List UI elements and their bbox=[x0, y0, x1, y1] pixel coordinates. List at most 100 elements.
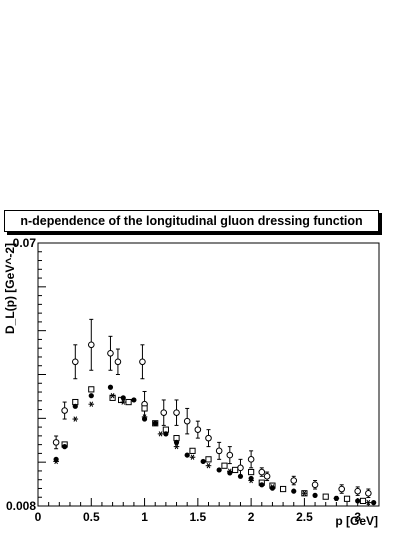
star-stroke bbox=[334, 495, 339, 502]
x-tick-label: 2.5 bbox=[296, 510, 313, 524]
data-point-open-circle bbox=[160, 409, 168, 416]
data-point-filled-circle bbox=[312, 492, 318, 498]
data-point-filled-circle bbox=[131, 397, 137, 403]
star-stroke bbox=[73, 416, 78, 422]
data-point-filled-circle bbox=[237, 473, 244, 479]
star-stroke bbox=[302, 490, 307, 496]
data-point-open-circle bbox=[61, 407, 68, 414]
data-point-open-square bbox=[189, 447, 196, 454]
data-point-star bbox=[269, 484, 276, 490]
data-point-open-circle bbox=[215, 447, 223, 455]
data-point-open-square bbox=[141, 405, 148, 412]
data-point-filled-circle bbox=[173, 439, 180, 445]
data-point-star bbox=[189, 454, 196, 460]
star-stroke bbox=[227, 468, 232, 474]
data-point-open-square bbox=[125, 398, 132, 406]
star-stroke bbox=[190, 454, 195, 460]
data-point-star bbox=[333, 495, 340, 502]
data-point-open-square bbox=[343, 495, 351, 502]
data-marks bbox=[52, 318, 377, 506]
x-tick-label: 1.5 bbox=[190, 510, 207, 524]
x-tick-label: 2 bbox=[248, 510, 255, 524]
data-point-open-circle bbox=[114, 358, 122, 366]
data-point-filled-circle bbox=[291, 488, 297, 494]
data-point-open-square bbox=[88, 386, 95, 393]
x-tick-label: 0 bbox=[35, 510, 42, 524]
data-point-open-circle bbox=[205, 434, 212, 442]
data-point-open-circle bbox=[183, 417, 191, 425]
data-point-open-square bbox=[322, 493, 329, 500]
data-point-open-circle bbox=[258, 468, 266, 476]
data-point-filled-circle bbox=[107, 384, 114, 390]
data-point-open-circle bbox=[173, 409, 180, 416]
data-point-open-circle bbox=[139, 358, 146, 366]
star-stroke bbox=[249, 477, 253, 484]
data-point-filled-circle bbox=[88, 393, 94, 399]
data-point-filled-circle bbox=[184, 452, 190, 458]
data-point-star bbox=[173, 443, 180, 450]
data-point-open-circle bbox=[290, 477, 298, 484]
data-point-star bbox=[72, 416, 79, 422]
data-point-star bbox=[141, 414, 148, 420]
star-stroke bbox=[206, 463, 211, 469]
data-point-open-circle bbox=[107, 349, 114, 357]
star-stroke bbox=[89, 401, 94, 407]
data-point-filled-circle bbox=[371, 500, 377, 506]
data-point-open-square bbox=[232, 466, 239, 474]
data-point-open-circle bbox=[263, 473, 271, 480]
data-point-open-square bbox=[221, 462, 228, 469]
data-point-open-circle bbox=[247, 456, 255, 463]
data-point-star bbox=[157, 431, 164, 437]
data-point-star bbox=[205, 463, 212, 469]
data-point-star bbox=[248, 477, 254, 484]
x-axis-title: p [GeV] bbox=[335, 514, 378, 528]
data-point-star bbox=[109, 393, 116, 399]
data-point-open-square bbox=[279, 485, 287, 493]
star-stroke bbox=[174, 443, 179, 450]
y-tick-label: 0.008 bbox=[6, 499, 36, 513]
data-point-star bbox=[365, 499, 372, 506]
star-stroke bbox=[110, 393, 115, 399]
data-point-open-circle bbox=[311, 481, 319, 489]
star-stroke bbox=[270, 484, 275, 490]
data-point-filled-circle bbox=[62, 444, 68, 450]
star-stroke bbox=[54, 458, 58, 465]
data-point-filled-circle bbox=[200, 458, 206, 465]
x-tick-label: 1 bbox=[141, 510, 148, 524]
data-point-filled-circle bbox=[152, 420, 158, 426]
data-point-filled-circle bbox=[259, 482, 265, 488]
data-point-filled-circle bbox=[53, 456, 59, 462]
data-point-open-circle bbox=[87, 341, 95, 349]
x-tick-label: 0.5 bbox=[83, 510, 100, 524]
data-point-filled-circle bbox=[141, 416, 148, 422]
y-tick-label: 0.07 bbox=[13, 236, 37, 250]
data-point-filled-circle bbox=[216, 467, 222, 473]
data-point-filled-circle bbox=[248, 475, 254, 482]
data-point-star bbox=[53, 458, 59, 465]
x-tick-label: 3 bbox=[354, 510, 361, 524]
data-point-open-circle bbox=[52, 439, 60, 446]
data-point-filled-circle bbox=[355, 498, 361, 504]
data-point-open-circle bbox=[226, 451, 234, 459]
data-point-open-circle bbox=[237, 464, 244, 472]
data-point-open-circle bbox=[354, 487, 361, 495]
data-point-open-square bbox=[205, 456, 212, 463]
chart-title: n-dependence of the longitudinal gluon d… bbox=[4, 210, 379, 232]
data-point-open-square bbox=[248, 468, 255, 476]
data-point-filled-circle bbox=[120, 395, 126, 401]
data-point-open-square bbox=[359, 497, 367, 505]
data-point-star bbox=[301, 490, 308, 496]
data-point-filled-circle bbox=[163, 431, 169, 437]
data-point-filled-circle bbox=[72, 403, 78, 409]
data-point-open-circle bbox=[194, 426, 202, 433]
data-point-open-circle bbox=[71, 358, 79, 366]
star-stroke bbox=[158, 431, 163, 437]
data-point-open-circle bbox=[338, 485, 346, 493]
data-point-open-circle bbox=[365, 489, 372, 497]
axis-ticks: 0 0.5 1 1.5 2 2.5 3 0.008 0.07 bbox=[6, 236, 380, 524]
star-stroke bbox=[121, 399, 126, 405]
star-stroke bbox=[142, 414, 147, 420]
star-stroke bbox=[366, 499, 371, 506]
data-point-star bbox=[120, 399, 127, 405]
